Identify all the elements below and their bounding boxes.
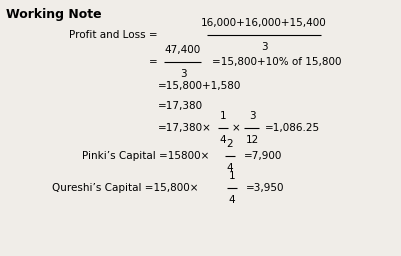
Text: 3: 3 xyxy=(260,42,267,52)
Text: 16,000+16,000+15,400: 16,000+16,000+15,400 xyxy=(200,18,326,28)
Text: 4: 4 xyxy=(226,163,233,173)
Text: 47,400: 47,400 xyxy=(164,45,200,55)
Text: =: = xyxy=(149,57,158,67)
Text: 2: 2 xyxy=(226,139,233,149)
Text: 4: 4 xyxy=(228,195,235,205)
Text: =1,086.25: =1,086.25 xyxy=(264,123,319,133)
Text: 3: 3 xyxy=(248,111,255,121)
Text: =3,950: =3,950 xyxy=(245,183,284,193)
Text: 4: 4 xyxy=(219,135,226,145)
Text: 1: 1 xyxy=(228,171,235,181)
Text: =15,800+10% of 15,800: =15,800+10% of 15,800 xyxy=(211,57,341,67)
Text: Profit and Loss =: Profit and Loss = xyxy=(69,30,158,40)
Text: Qureshi’s Capital =15,800×: Qureshi’s Capital =15,800× xyxy=(52,183,198,193)
Text: 1: 1 xyxy=(219,111,226,121)
Text: 3: 3 xyxy=(179,69,186,79)
Text: =7,900: =7,900 xyxy=(243,151,282,161)
Text: =15,800+1,580: =15,800+1,580 xyxy=(158,81,241,91)
Text: Working Note: Working Note xyxy=(6,8,101,21)
Text: =17,380×: =17,380× xyxy=(158,123,211,133)
Text: 12: 12 xyxy=(245,135,258,145)
Text: Pinki’s Capital =15800×: Pinki’s Capital =15800× xyxy=(82,151,209,161)
Text: ×: × xyxy=(231,123,240,133)
Text: =17,380: =17,380 xyxy=(158,101,203,111)
